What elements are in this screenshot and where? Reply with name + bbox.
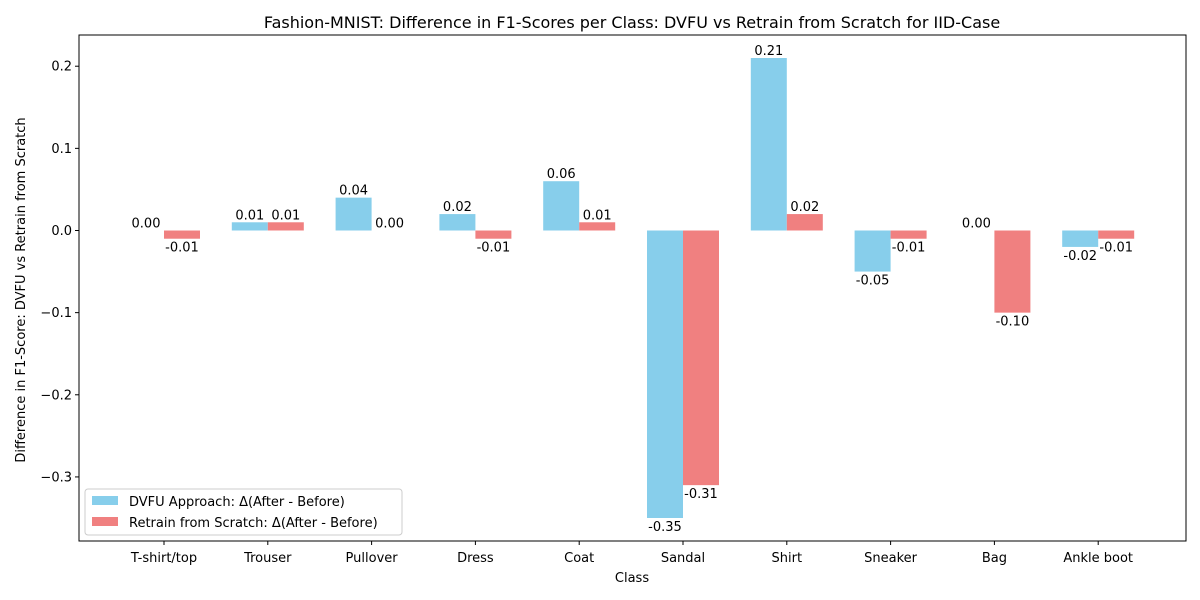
data-label: -0.01 bbox=[892, 241, 926, 256]
data-label: 0.04 bbox=[339, 184, 368, 199]
data-label: -0.31 bbox=[684, 487, 718, 502]
bar-series-1-dress bbox=[439, 214, 476, 231]
y-tick-label: −0.3 bbox=[40, 470, 72, 485]
bar-series-2-sandal bbox=[683, 230, 719, 486]
bar-series-1-shirt bbox=[750, 58, 787, 231]
bar-series-2-shirt bbox=[786, 214, 823, 231]
y-tick-label: −0.2 bbox=[40, 388, 72, 403]
data-label: 0.21 bbox=[754, 44, 783, 59]
y-tick-label: −0.1 bbox=[40, 306, 72, 321]
x-tick-label: T-shirt/top bbox=[130, 551, 197, 566]
bar-series-1-sneaker bbox=[854, 230, 891, 272]
x-tick-label: Dress bbox=[457, 551, 494, 566]
data-label: 0.00 bbox=[375, 217, 404, 232]
bar-series-2-coat bbox=[579, 222, 616, 231]
data-label: -0.02 bbox=[1063, 249, 1097, 264]
y-tick-label: 0.1 bbox=[51, 142, 72, 157]
x-tick-label: Sneaker bbox=[864, 551, 918, 566]
x-tick-label: Pullover bbox=[346, 551, 399, 566]
y-tick-label: 0.2 bbox=[51, 60, 72, 75]
data-label: -0.05 bbox=[856, 274, 890, 289]
bar-series-1-sandal bbox=[647, 230, 683, 518]
legend: DVFU Approach: Δ(After - Before) Retrain … bbox=[84, 488, 403, 536]
x-tick-label: Shirt bbox=[772, 551, 803, 566]
legend-label: DVFU Approach: Δ(After - Before) bbox=[129, 495, 345, 510]
data-label: 0.00 bbox=[962, 217, 991, 232]
data-label: 0.01 bbox=[235, 208, 264, 223]
legend-swatch bbox=[92, 517, 118, 526]
x-axis-title: Class bbox=[615, 571, 649, 586]
legend-box bbox=[84, 488, 403, 536]
y-tick-label: 0.0 bbox=[51, 224, 72, 239]
bar-series-2-t-shirt-top bbox=[164, 230, 200, 239]
data-label: 0.02 bbox=[443, 200, 472, 215]
bar-series-1-coat bbox=[543, 181, 580, 231]
plot-frame bbox=[78, 34, 1187, 542]
bar-series-2-dress bbox=[475, 230, 512, 239]
x-tick-label: Bag bbox=[982, 551, 1007, 566]
bar-series-2-bag bbox=[994, 230, 1031, 313]
data-label: 0.01 bbox=[583, 208, 612, 223]
data-label: -0.10 bbox=[996, 315, 1030, 330]
bar-series-1-trouser bbox=[231, 222, 268, 231]
x-tick-label: Coat bbox=[564, 551, 594, 566]
data-label: -0.01 bbox=[477, 241, 511, 256]
y-axis-title: Difference in F1-Score: DVFU vs Retrain … bbox=[14, 117, 29, 462]
data-label: 0.01 bbox=[271, 208, 300, 223]
bar-series-2-trouser bbox=[267, 222, 304, 231]
bar-series-1-ankle-boot bbox=[1062, 230, 1099, 247]
x-tick-label: Trouser bbox=[243, 551, 292, 566]
data-label: -0.01 bbox=[1099, 241, 1133, 256]
legend-swatch bbox=[92, 496, 118, 505]
data-label: 0.02 bbox=[790, 200, 819, 215]
chart-title: Fashion-MNIST: Difference in F1-Scores p… bbox=[264, 13, 1000, 32]
legend-label: Retrain from Scratch: Δ(After - Before) bbox=[129, 516, 378, 531]
plot-area: 0.00 0.01 0.04 0.02 0.06 -0.35 0.21 -0.05 0.00 -0… bbox=[40, 34, 1187, 566]
x-tick-label: Sandal bbox=[661, 551, 705, 566]
bar-series-2-ankle-boot bbox=[1098, 230, 1135, 239]
data-label: 0.00 bbox=[132, 217, 161, 232]
data-label: 0.06 bbox=[547, 167, 576, 182]
bar-series-2-sneaker bbox=[890, 230, 927, 239]
x-tick-label: Ankle boot bbox=[1063, 551, 1133, 566]
data-label: -0.01 bbox=[165, 241, 199, 256]
data-label: -0.35 bbox=[648, 520, 682, 535]
bar-series-1-pullover bbox=[335, 197, 372, 231]
